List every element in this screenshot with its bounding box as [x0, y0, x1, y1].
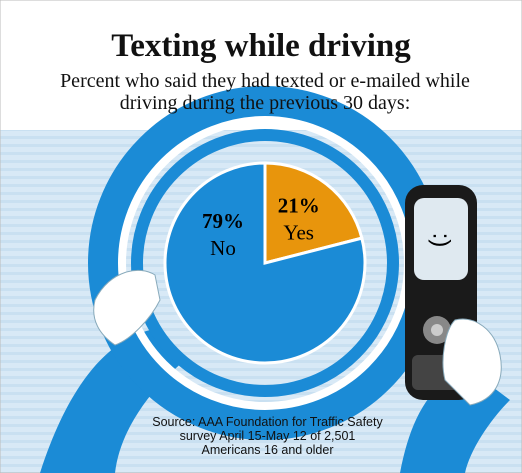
value-label: 79% — [202, 209, 244, 233]
source-note: Source: AAA Foundation for Traffic Safet… — [152, 415, 383, 457]
hand-left — [93, 269, 161, 346]
category-label: No — [210, 236, 236, 260]
chart-title: Texting while driving — [111, 28, 411, 64]
chart-subtitle: Percent who said they had texted or e-ma… — [60, 70, 470, 114]
hand-right — [442, 318, 502, 406]
wheel-inner — [131, 129, 399, 397]
phone-button-center — [431, 324, 443, 336]
pie-slice — [163, 161, 367, 365]
category-label: Yes — [283, 220, 314, 244]
value-label: 21% — [278, 193, 320, 217]
pie: 21% Yes 79% No — [163, 161, 367, 365]
phone-face: :) — [428, 233, 455, 248]
pie-slice — [263, 161, 364, 265]
phone-screen — [414, 198, 468, 280]
